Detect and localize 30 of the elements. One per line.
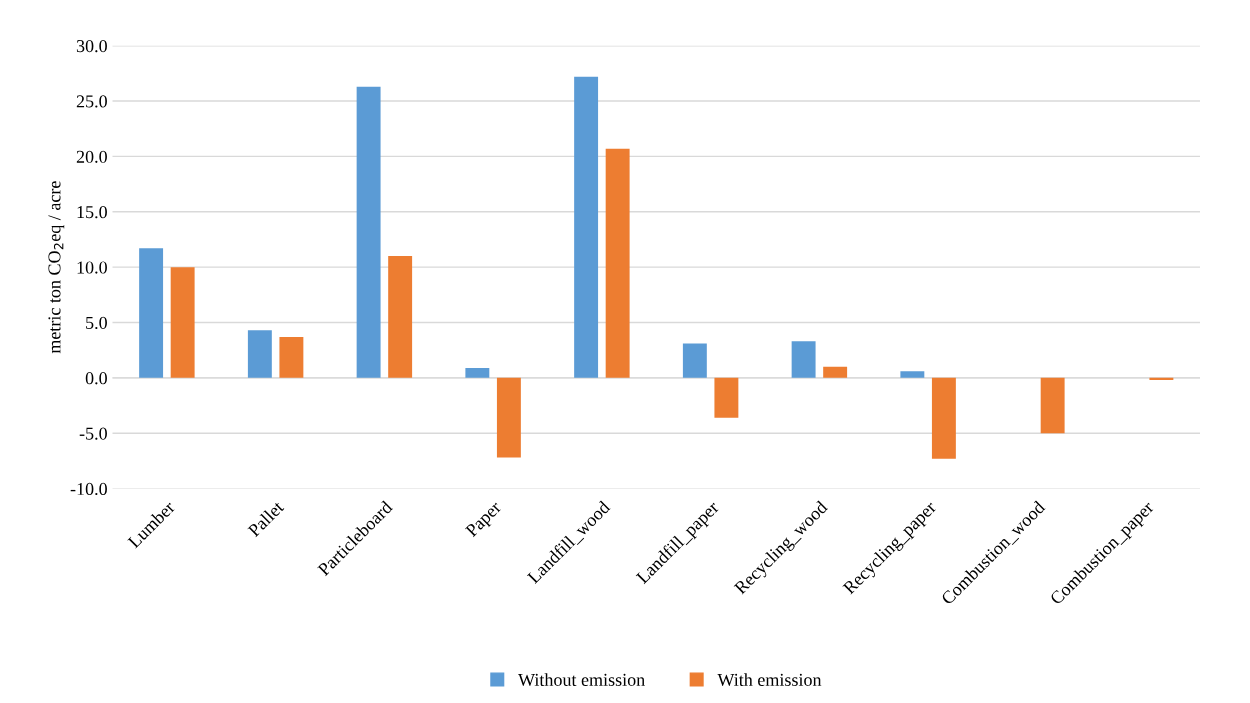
y-tick-label: 25.0 <box>76 95 107 108</box>
bar <box>791 341 816 378</box>
y-tick-label: -5.0 <box>79 427 107 440</box>
legend-label: With emission <box>717 673 822 687</box>
bar <box>1149 377 1174 381</box>
bar <box>931 377 956 459</box>
bar <box>574 76 599 378</box>
bar <box>605 148 630 378</box>
y-tick-label: 5.0 <box>86 316 107 330</box>
bar <box>465 367 490 378</box>
bar <box>714 377 739 418</box>
bar <box>170 267 195 378</box>
bar <box>823 366 848 378</box>
legend-label: Without emission <box>518 673 645 687</box>
bar <box>279 336 304 378</box>
y-axis-title: metric ton CO$_{2}$eq / acre <box>48 181 65 354</box>
bar <box>139 248 164 378</box>
bar <box>247 330 272 378</box>
y-tick-label: -10.0 <box>70 482 107 496</box>
y-tick-label: 10.0 <box>77 261 107 274</box>
y-tick-label: 0.0 <box>85 372 107 385</box>
bar <box>682 343 707 378</box>
y-tick-label: 15.0 <box>77 206 107 219</box>
bar <box>1040 377 1065 434</box>
bar <box>356 86 381 378</box>
y-tick-label: 20.0 <box>76 150 107 163</box>
bar <box>388 256 413 378</box>
bar <box>900 371 925 378</box>
y-tick-label: 30.0 <box>76 39 107 53</box>
bar <box>496 377 521 458</box>
